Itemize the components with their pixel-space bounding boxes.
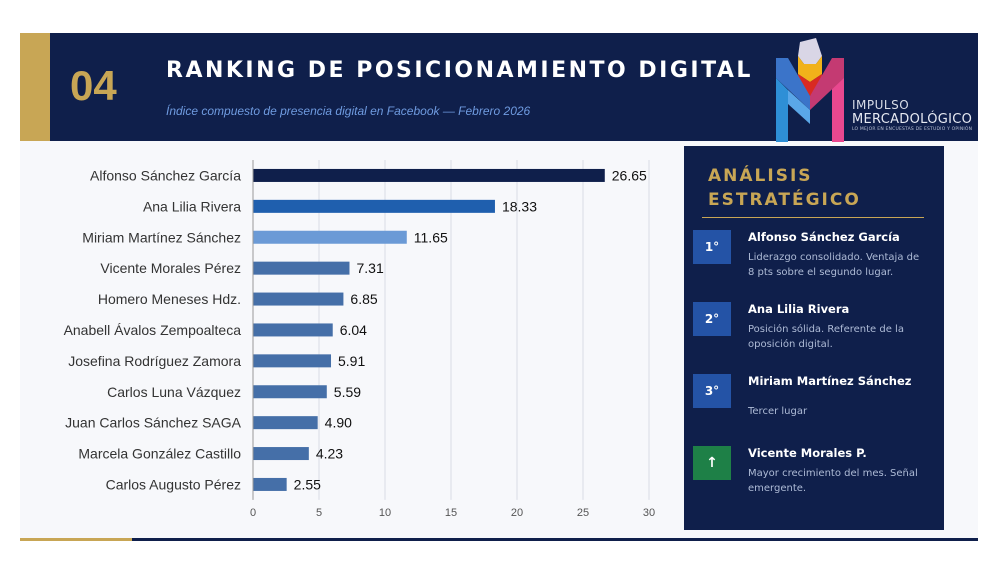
category-label: Ana Lilia Rivera	[143, 198, 241, 214]
category-label: Anabell Ávalos Zempoalteca	[64, 322, 242, 338]
data-label: 4.23	[316, 446, 343, 462]
category-label: Carlos Luna Vázquez	[107, 384, 241, 400]
company-logo	[776, 38, 844, 142]
analysis-item-1: 1° Alfonso Sánchez García Liderazgo cons…	[692, 230, 942, 290]
data-label: 4.90	[325, 415, 352, 431]
logo-text-line2: MERCADOLÓGICO	[852, 112, 973, 127]
x-tick-label: 25	[577, 507, 589, 519]
bar	[253, 292, 344, 306]
page-subtitle: Índice compuesto de presencia digital en…	[166, 104, 531, 118]
category-label: Marcela González Castillo	[78, 446, 241, 462]
bar	[253, 230, 407, 244]
analysis-item-name: Miriam Martínez Sánchez	[748, 374, 912, 388]
rank-badge-1: 1°	[693, 230, 731, 264]
bar	[253, 354, 332, 368]
data-label: 11.65	[414, 229, 448, 245]
x-tick-label: 30	[643, 507, 655, 519]
analysis-item-name: Ana Lilia Rivera	[748, 302, 850, 316]
analysis-item-4: ↑ Vicente Morales P. Mayor crecimiento d…	[692, 446, 942, 506]
rank-badge-2: 2°	[693, 302, 731, 336]
data-label: 2.55	[294, 476, 321, 492]
bar	[253, 416, 318, 430]
category-label: Carlos Augusto Pérez	[106, 476, 241, 492]
growth-arrow-icon: ↑	[693, 446, 731, 480]
bar	[253, 477, 287, 491]
rank-badge-3: 3°	[693, 374, 731, 408]
x-tick-label: 10	[379, 507, 391, 519]
category-label: Alfonso Sánchez García	[90, 167, 241, 183]
bar	[253, 323, 333, 337]
analysis-item-name: Vicente Morales P.	[748, 446, 867, 460]
analysis-item-desc: Posición sólida. Referente de la oposici…	[748, 324, 904, 350]
page-title: RANKING DE POSICIONAMIENTO DIGITAL	[166, 58, 753, 83]
data-label: 26.65	[612, 167, 647, 183]
section-number: 04	[70, 62, 117, 109]
x-tick-label: 15	[445, 507, 457, 519]
panel-title: ANÁLISIS ESTRATÉGICO	[708, 164, 908, 212]
data-label: 5.59	[334, 384, 361, 400]
analysis-item-desc: Tercer lugar	[748, 406, 808, 417]
bar	[253, 261, 350, 275]
bar	[253, 385, 327, 399]
category-label: Vicente Morales Pérez	[100, 260, 241, 276]
ranking-bar-chart: 0 5 10 15 20 25 30 Alfonso Sánchez García 26.65 A…	[64, 160, 655, 519]
category-label: Homero Meneses Hdz.	[98, 291, 241, 307]
x-tick-label: 20	[511, 507, 523, 519]
data-label: 7.31	[356, 260, 383, 276]
category-label: Miriam Martínez Sánchez	[82, 229, 241, 245]
category-label: Josefina Rodríguez Zamora	[68, 353, 241, 369]
category-label: Juan Carlos Sánchez SAGA	[65, 415, 242, 431]
bar	[253, 447, 309, 461]
analysis-panel: ANÁLISIS ESTRATÉGICO 1° Alfonso Sánchez …	[684, 146, 944, 530]
logo-tagline: LO MEJOR EN ENCUESTAS DE ESTUDIO Y OPINI…	[852, 127, 973, 132]
analysis-item-name: Alfonso Sánchez García	[748, 230, 900, 244]
data-label: 6.04	[340, 322, 367, 338]
panel-divider	[702, 217, 924, 218]
analysis-item-desc: Liderazgo consolidado. Ventaja de 8 pts …	[748, 252, 920, 278]
data-label: 18.33	[502, 198, 537, 214]
panel-title-line2: ESTRATÉGICO	[708, 190, 861, 210]
x-tick-label: 0	[250, 507, 256, 519]
analysis-item-2: 2° Ana Lilia Rivera Posición sólida. Ref…	[692, 302, 942, 362]
footer-accent	[20, 538, 132, 541]
data-label: 6.85	[350, 291, 377, 307]
bar	[253, 168, 605, 182]
bar	[253, 199, 495, 213]
logo-text-line1: IMPULSO	[852, 98, 910, 112]
footer-bar	[132, 538, 978, 541]
analysis-item-desc: Mayor crecimiento del mes. Señal emergen…	[748, 468, 918, 494]
data-label: 5.91	[338, 353, 365, 369]
header-accent	[20, 33, 50, 141]
panel-title-line1: ANÁLISIS	[708, 166, 813, 186]
x-tick-label: 5	[316, 507, 322, 519]
analysis-item-3: 3° Miriam Martínez Sánchez Tercer lugar	[692, 374, 942, 434]
